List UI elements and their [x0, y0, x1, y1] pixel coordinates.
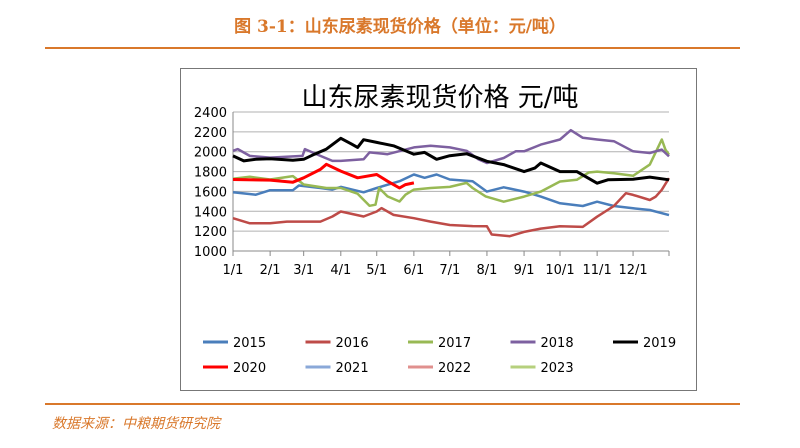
bottom-rule	[45, 403, 740, 405]
y-tick-label: 1200	[194, 225, 227, 240]
chart-frame	[180, 68, 697, 391]
series-line-2018	[232, 128, 670, 165]
legend-label-2016: 2016	[336, 336, 369, 351]
legend-label-2020: 2020	[233, 361, 266, 376]
figure-title: 图 3-1：山东尿素现货价格（单位：元/吨）	[234, 17, 566, 37]
y-tick-label: 1000	[194, 245, 227, 260]
legend-label-2015: 2015	[233, 336, 266, 351]
x-tick-label: 5/1	[366, 263, 387, 278]
series-line-2016	[232, 177, 671, 238]
legend-label-2018: 2018	[541, 336, 574, 351]
series-line-2020	[232, 162, 415, 190]
chart-title: 山东尿素现货价格 元/吨	[301, 83, 578, 113]
x-tick-label: 3/1	[293, 263, 314, 278]
series-line-2019	[232, 136, 670, 185]
y-tick-label: 1600	[194, 185, 227, 200]
legend-label-2019: 2019	[643, 336, 676, 351]
x-tick-label: 4/1	[330, 263, 351, 278]
y-tick-label: 2400	[194, 106, 227, 121]
x-tick-label: 11/1	[583, 263, 612, 278]
x-tick-label: 1/1	[223, 263, 244, 278]
legend-label-2023: 2023	[541, 361, 574, 376]
x-tick-label: 2/1	[260, 263, 281, 278]
x-tick-label: 12/1	[618, 263, 647, 278]
x-tick-label: 7/1	[439, 263, 460, 278]
x-tick-label: 9/1	[514, 263, 535, 278]
x-tick-label: 10/1	[545, 263, 574, 278]
legend-label-2017: 2017	[438, 336, 471, 351]
y-tick-label: 2200	[194, 126, 227, 141]
x-tick-label: 8/1	[476, 263, 497, 278]
source-note: 数据来源：中粮期货研究院	[52, 416, 220, 432]
y-tick-label: 1800	[194, 166, 227, 181]
top-rule	[45, 47, 740, 49]
x-tick-label: 6/1	[403, 263, 424, 278]
legend-label-2022: 2022	[438, 361, 471, 376]
y-tick-label: 1400	[194, 205, 227, 220]
legend-label-2021: 2021	[336, 361, 369, 376]
series-line-2017	[232, 138, 671, 208]
y-tick-label: 2000	[194, 146, 227, 161]
series-line-2015	[232, 173, 670, 217]
